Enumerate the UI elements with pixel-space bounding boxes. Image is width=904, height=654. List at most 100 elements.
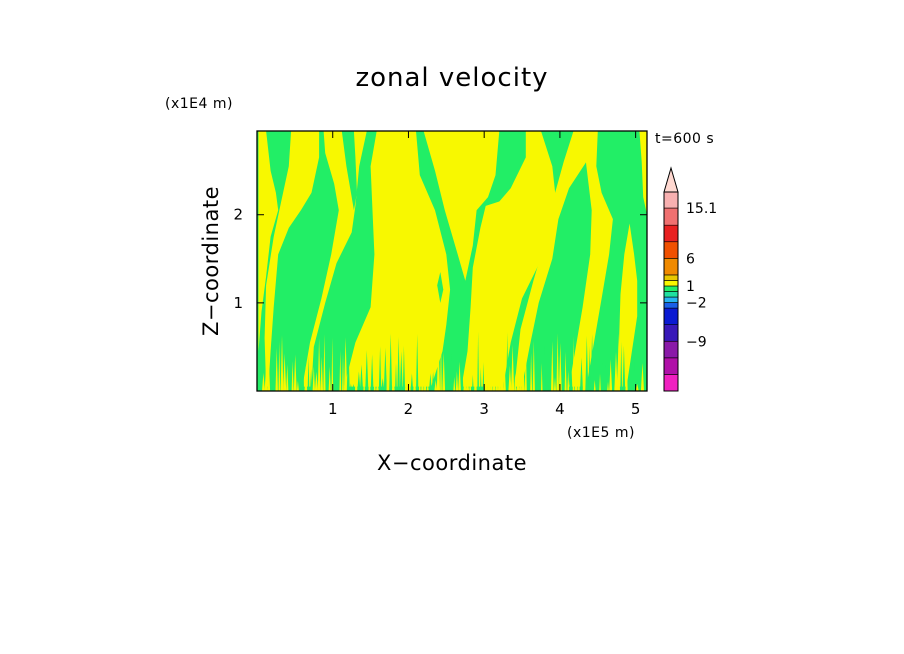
- turbulence-spike: [484, 335, 488, 391]
- turbulence-spike: [291, 361, 294, 391]
- colorbar-label: 1: [686, 279, 695, 295]
- turbulence-spike: [558, 342, 562, 391]
- turbulence-spike: [607, 381, 609, 391]
- turbulence-spike: [530, 352, 533, 391]
- y-scale-label: (x1E4 m): [165, 96, 233, 112]
- turbulence-spike: [590, 333, 594, 391]
- turbulence-spike: [346, 335, 350, 391]
- turbulence-spike: [617, 333, 620, 391]
- turbulence-spike: [331, 337, 334, 391]
- turbulence-spike: [458, 361, 461, 391]
- x-tick-label: 1: [328, 400, 338, 418]
- x-tick-label: 5: [631, 400, 641, 418]
- turbulence-spike: [585, 335, 589, 391]
- turbulence-spike: [410, 373, 414, 391]
- colorbar-label: 15.1: [686, 201, 717, 217]
- colorbar-labels: 15.1 6 1−2 −9: [686, 201, 717, 350]
- turbulence-spike: [267, 355, 271, 391]
- turbulence-spike: [434, 380, 438, 391]
- colorbar-label: −9: [686, 334, 707, 350]
- turbulence-spike: [424, 343, 427, 391]
- positive-velocity-region: [364, 263, 390, 387]
- turbulence-spike: [381, 378, 385, 391]
- turbulence-spike: [413, 357, 416, 391]
- colorbar-level: [663, 302, 679, 309]
- turbulence-spike: [421, 356, 424, 391]
- colorbar-level: [663, 191, 679, 209]
- positive-velocity-region: [514, 131, 594, 387]
- turbulence-spike: [492, 365, 496, 391]
- x-tick-labels: 1 2 3 4 5: [328, 400, 640, 418]
- turbulence-spike: [593, 379, 596, 391]
- turbulence-spike: [359, 364, 364, 391]
- turbulence-spike: [503, 360, 506, 391]
- turbulence-spike: [275, 347, 278, 391]
- turbulence-spike: [342, 352, 344, 391]
- turbulence-spike: [363, 358, 365, 391]
- turbulence-spike: [551, 341, 554, 391]
- turbulence-spike: [344, 337, 348, 391]
- turbulence-spike: [562, 352, 564, 391]
- plot-frame: [256, 130, 648, 392]
- turbulence-spike: [376, 381, 379, 391]
- turbulence-spike: [463, 371, 467, 391]
- x-axis-label: X−coordinate: [377, 451, 527, 475]
- colorbar-level: [663, 274, 679, 281]
- turbulence-spike: [527, 361, 530, 391]
- turbulence-spike: [397, 337, 400, 391]
- turbulence-spike: [521, 360, 525, 391]
- axis-ticks: [257, 131, 647, 391]
- turbulence-spike: [352, 383, 355, 391]
- turbulence-spike: [609, 359, 613, 391]
- turbulence-spike: [524, 337, 527, 391]
- turbulence-spike: [516, 378, 520, 391]
- x-tick-label: 3: [479, 400, 489, 418]
- positive-velocity-region: [569, 131, 613, 387]
- turbulence-spike: [538, 335, 540, 391]
- turbulence-spike: [299, 357, 302, 391]
- turbulence-spike: [548, 377, 551, 391]
- turbulence-spike: [370, 354, 374, 391]
- turbulence-spike: [373, 372, 376, 391]
- turbulence-spike: [333, 379, 337, 391]
- turbulence-spike: [426, 382, 429, 391]
- turbulence-spike: [582, 338, 586, 391]
- turbulence-spike: [395, 362, 397, 391]
- time-label: t=600 s: [655, 131, 714, 147]
- turbulence-spike: [640, 362, 644, 391]
- turbulence-spike: [480, 367, 482, 391]
- turbulence-spike: [355, 344, 358, 391]
- turbulence-spike: [272, 346, 276, 391]
- turbulence-spike: [498, 348, 501, 391]
- colorbar: [663, 166, 679, 392]
- turbulence-spike: [262, 372, 265, 391]
- turbulence-spike: [440, 333, 442, 391]
- weak-velocity-region: [341, 131, 357, 211]
- colorbar-level: [663, 340, 679, 359]
- turbulence-spike: [448, 378, 450, 391]
- turbulence-spike: [611, 356, 615, 391]
- colorbar-level: [663, 207, 679, 226]
- colorbar-level: [663, 241, 679, 259]
- positive-velocity-region: [302, 131, 367, 387]
- turbulence-spike: [317, 338, 321, 391]
- turbulence-spike: [535, 337, 538, 391]
- turbulence-spike: [599, 373, 601, 391]
- turbulence-spike: [519, 350, 522, 391]
- turbulence-spike: [625, 355, 628, 391]
- turbulence-spike: [349, 383, 352, 391]
- colorbar-level: [663, 224, 679, 243]
- turbulence-spike: [383, 347, 387, 391]
- turbulence-spike: [482, 362, 485, 391]
- colorbar-level: [663, 374, 679, 392]
- turbulence-spike: [402, 345, 406, 391]
- turbulence-spike: [304, 365, 308, 391]
- turbulence-spike: [378, 346, 382, 391]
- turbulence-spike: [588, 345, 591, 391]
- turbulence-spike: [404, 367, 409, 391]
- colorbar-frame: [663, 191, 679, 392]
- x-scale-label: (x1E5 m): [567, 425, 635, 441]
- turbulence-spike: [469, 377, 472, 391]
- turbulence-spike: [556, 333, 559, 391]
